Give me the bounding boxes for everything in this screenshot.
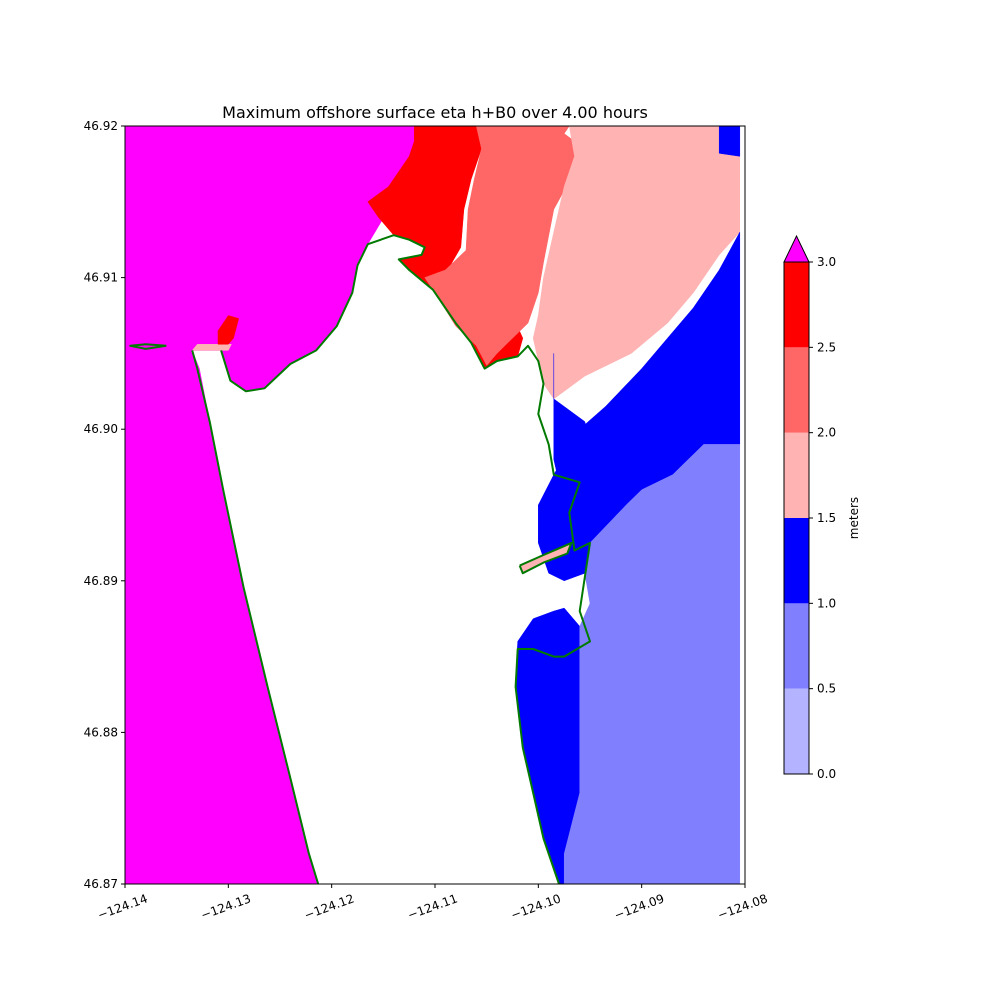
colorbar-band (784, 347, 809, 433)
colorbar-tick-label: 2.5 (817, 340, 836, 354)
colorbar-band (784, 518, 809, 604)
colorbar-tick-label: 2.0 (817, 426, 836, 440)
region-light-pink (532, 126, 741, 400)
region-red-spit (217, 315, 240, 345)
region-blue-east-top (718, 126, 741, 157)
plot-area (124, 125, 746, 885)
colorbar-band (784, 603, 809, 689)
colorbar-tick-label: 0.0 (817, 767, 836, 781)
region-medium-blue (563, 444, 741, 884)
colorbar-label: meters (847, 497, 861, 539)
colorbar-band (784, 688, 809, 774)
colorbar-band (784, 262, 809, 348)
colorbar-tick-label: 0.5 (817, 682, 836, 696)
colorbar-tick-label: 3.0 (817, 255, 836, 269)
colorbar-tick-label: 1.0 (817, 596, 836, 610)
shorelines (129, 234, 591, 884)
y-tick-label: 46.89 (84, 574, 118, 588)
region-pink-spit (191, 344, 232, 351)
y-axis: 46.87 46.88 46.89 46.90 46.91 46.92 (84, 119, 125, 891)
shoreline-2 (191, 350, 320, 884)
shoreline-1 (220, 234, 591, 884)
colorbar: 0.0 0.5 1.0 1.5 2.0 2.5 3.0 meters (783, 234, 861, 781)
y-tick-label: 46.91 (84, 271, 118, 285)
chart-title: Maximum offshore surface eta h+B0 over 4… (222, 103, 648, 122)
shoreline-4 (129, 343, 167, 350)
y-tick-label: 46.88 (84, 725, 118, 739)
y-tick-label: 46.90 (84, 422, 118, 436)
shoreline-3 (518, 541, 573, 575)
y-tick-label: 46.92 (84, 119, 118, 133)
colorbar-band (784, 432, 809, 518)
surface-regions (125, 126, 741, 884)
colorbar-tick-label: 1.5 (817, 511, 836, 525)
y-tick-label: 46.87 (84, 877, 118, 891)
region-blue-inner-top (553, 353, 606, 551)
